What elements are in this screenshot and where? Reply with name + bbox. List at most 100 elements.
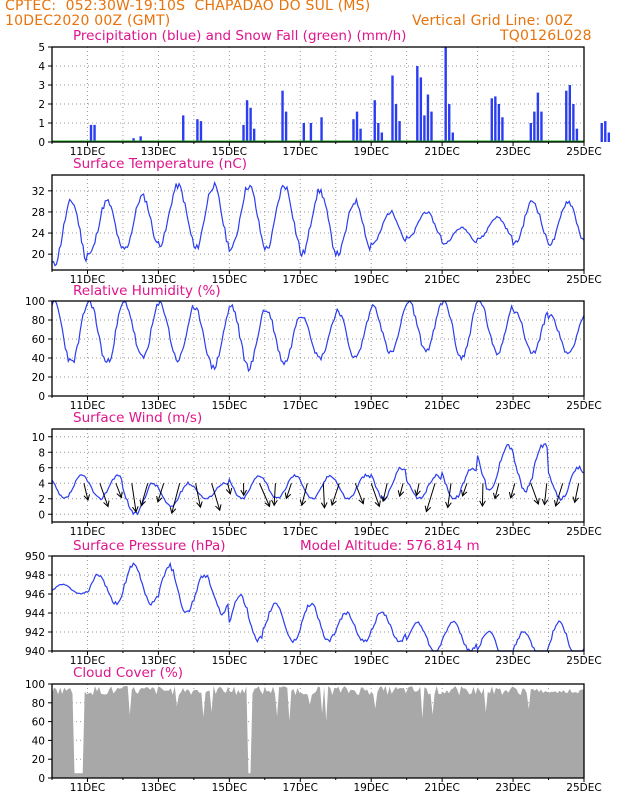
wind-arrow [331,483,340,506]
x-tick-label: 11DEC [70,526,105,538]
precip-bar [490,98,493,142]
wind-arrowhead [508,491,516,499]
y-tick-label: 100 [25,679,45,691]
wind-arrowhead [284,492,292,500]
y-tick-label: 20 [32,249,45,261]
wind-arrowhead [169,507,177,515]
precip-bar [93,124,96,142]
panel-4 [48,555,585,655]
x-tick-label: 13DEC [141,146,176,158]
y-tick-label: 40 [32,735,45,747]
x-tick-label: 25DEC [566,274,601,286]
precip-bar [377,123,380,142]
x-tick-label: 19DEC [353,782,388,794]
wind-arrow [425,483,436,512]
y-tick-label: 80 [32,315,45,327]
panel-5 [48,683,585,782]
y-tick-label: 0 [38,137,45,149]
panel-0 [48,46,611,146]
precip-bar [497,104,501,142]
wind-arrowhead [225,487,233,495]
x-tick-label: 21DEC [424,782,459,794]
x-tick-label: 23DEC [495,400,530,412]
precip-bar [380,132,384,142]
x-tick-label: 17DEC [283,655,318,667]
precip-bar [529,123,532,142]
temp-title: Surface Temperature (nC) [73,156,248,172]
precip-bar [451,132,454,142]
wind-arrow [195,483,201,508]
y-tick-label: 940 [25,646,45,658]
wind-arrowhead [156,495,163,503]
wind-arrowhead [240,489,247,497]
temperature-line [51,180,585,267]
y-tick-label: 3 [38,80,45,92]
y-tick-label: 946 [25,589,45,601]
y-tick-label: 6 [38,463,45,475]
x-tick-label: 19DEC [353,274,388,286]
wind-arrow [273,483,276,506]
precip-bar [419,77,423,142]
x-tick-label: 25DEC [566,400,601,412]
wind-arrowhead [461,489,468,497]
x-tick-label: 15DEC [212,655,247,667]
precip-bar [359,128,362,142]
wind-arrow [99,483,109,507]
x-tick-label: 11DEC [70,146,105,158]
wind-speed-line [51,443,585,516]
precip-bar [398,121,401,142]
humidity-line [51,300,585,373]
precip-bar [600,123,603,142]
wind-arrowhead [374,500,381,508]
precip-title: Precipitation (blue) and Snow Fall (gree… [73,28,407,44]
precip-bar [568,85,572,142]
x-tick-label: 15DEC [212,400,247,412]
x-tick-label: 17DEC [283,274,318,286]
panel-3 [48,428,585,526]
wind-title: Surface Wind (m/s) [73,410,203,426]
wind-arrowhead [139,499,146,507]
x-tick-label: 23DEC [495,274,530,286]
precip-bar [320,117,323,142]
x-tick-label: 21DEC [424,655,459,667]
x-tick-label: 17DEC [283,400,318,412]
wind-arrow [510,483,516,499]
wind-arrowhead [103,500,110,508]
pressure-line [51,561,585,652]
y-tick-label: 942 [25,627,45,639]
x-tick-label: 11DEC [70,274,105,286]
y-tick-label: 950 [25,551,45,563]
wind-arrowhead [320,502,328,509]
wind-arrowhead [271,499,278,507]
y-tick-label: 10 [32,432,45,444]
precip-bar [444,47,447,142]
y-tick-label: 2 [38,494,45,506]
x-tick-label: 19DEC [353,655,388,667]
y-tick-label: 20 [32,754,45,766]
wind-arrowhead [479,500,486,508]
wind-arrowhead [196,501,203,509]
y-tick-label: 24 [32,228,46,240]
x-tick-label: 11DEC [70,782,105,794]
y-tick-label: 8 [38,447,45,459]
altitude-annotation: Model Altitude: 576.814 m [300,538,480,554]
precip-bar [536,92,540,142]
wind-arrowhead [83,494,91,502]
wind-arrow [447,483,452,508]
x-tick-label: 13DEC [141,526,176,538]
precip-bar [352,119,355,142]
panel-frame [51,300,585,397]
precip-bar [565,90,568,142]
x-tick-label: 23DEC [495,146,530,158]
precip-bar [423,115,426,142]
wind-arrow [530,483,539,505]
wind-arrow [399,483,404,497]
x-tick-label: 25DEC [566,655,601,667]
x-tick-label: 21DEC [424,274,459,286]
x-tick-label: 25DEC [566,526,601,538]
precip-bar [302,123,306,142]
wind-arrowhead [215,504,222,512]
wind-arrow [83,483,89,501]
x-tick-label: 11DEC [70,400,105,412]
